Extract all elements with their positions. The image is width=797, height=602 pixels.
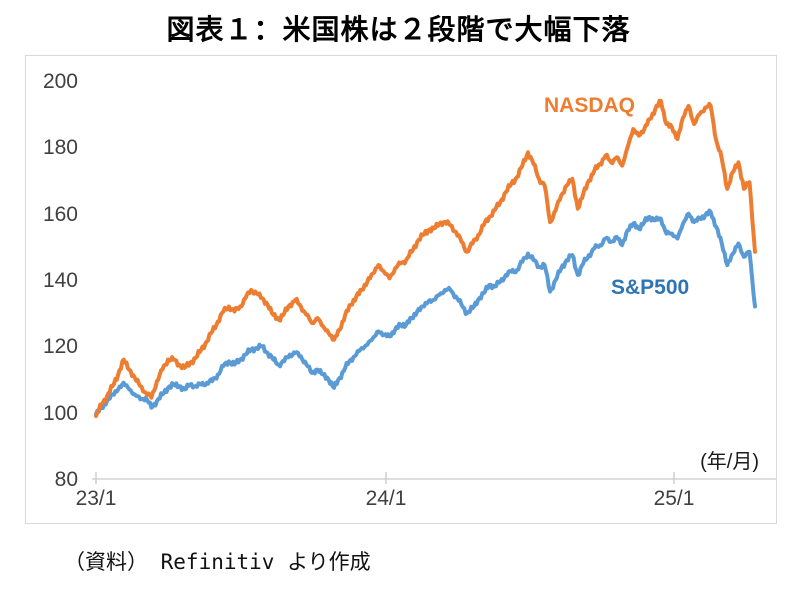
- series-layer: [94, 98, 757, 418]
- sp500-series-label: S&P500: [611, 276, 689, 299]
- x-axis-label-23-1: 23/1: [76, 487, 117, 510]
- y-axis-label-160: 160: [43, 203, 78, 226]
- y-axis-label-180: 180: [43, 136, 78, 159]
- x-axis-unit-label: (年/月): [700, 450, 759, 473]
- nasdaq-series-label: NASDAQ: [544, 94, 635, 117]
- y-axis-label-80: 80: [55, 468, 78, 491]
- source-note: （資料） Refinitiv より作成: [64, 550, 371, 574]
- y-axis-label-140: 140: [43, 269, 78, 292]
- y-axis-label-120: 120: [43, 335, 78, 358]
- y-axis-label-200: 200: [43, 70, 78, 93]
- line-chart-svg: 200 180 160 140 120 100 80 23/1 24/1 25/…: [43, 70, 776, 510]
- plot-area: 200 180 160 140 120 100 80 23/1 24/1 25/…: [25, 55, 777, 524]
- x-axis-label-25-1: 25/1: [654, 487, 695, 510]
- x-axis-label-24-1: 24/1: [366, 487, 407, 510]
- sp500-line: [94, 208, 757, 417]
- chart-title: 図表１：米国株は２段階で大幅下落: [166, 14, 631, 45]
- y-axis-label-100: 100: [43, 402, 78, 425]
- nasdaq-line: [94, 98, 757, 418]
